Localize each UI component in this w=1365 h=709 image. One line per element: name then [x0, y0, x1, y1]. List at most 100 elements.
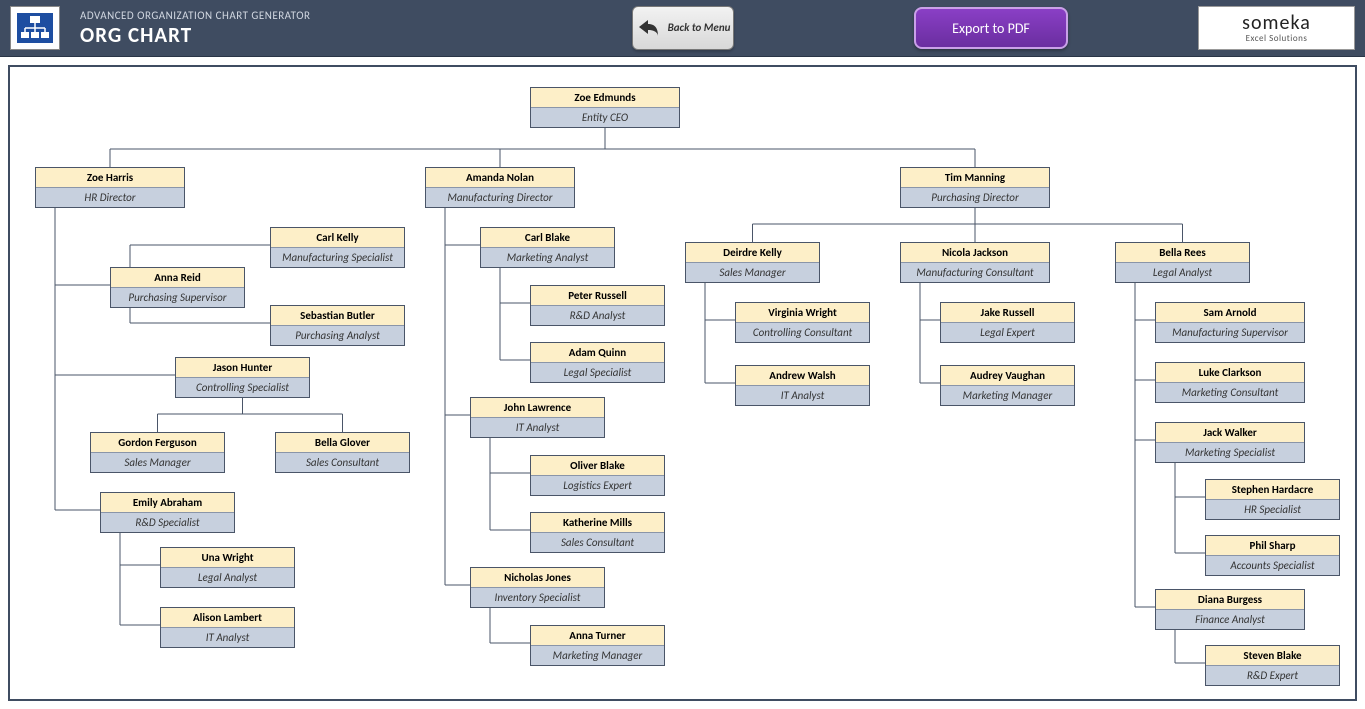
org-node-title: IT Analyst [161, 628, 294, 647]
header-title: ORG CHART [80, 22, 632, 48]
org-node-title: Logistics Expert [531, 476, 664, 495]
org-node-title: Legal Analyst [161, 568, 294, 587]
org-node-name: Stephen Hardacre [1206, 480, 1339, 500]
org-node[interactable]: Sebastian ButlerPurchasing Analyst [270, 305, 405, 346]
org-chart-icon [10, 6, 60, 50]
org-node-title: Inventory Specialist [471, 588, 604, 607]
org-node-title: Sales Manager [91, 453, 224, 472]
org-node[interactable]: Anna TurnerMarketing Manager [530, 625, 665, 666]
org-node-name: Nicholas Jones [471, 568, 604, 588]
org-node-title: Marketing Manager [941, 386, 1074, 405]
org-node[interactable]: Amanda NolanManufacturing Director [425, 167, 575, 208]
org-node[interactable]: Gordon FergusonSales Manager [90, 432, 225, 473]
org-node[interactable]: Luke ClarksonMarketing Consultant [1155, 362, 1305, 403]
org-node-title: Manufacturing Consultant [901, 263, 1049, 282]
export-pdf-button[interactable]: Export to PDF [914, 7, 1068, 49]
org-node[interactable]: Jake RussellLegal Expert [940, 302, 1075, 343]
org-node[interactable]: Sam ArnoldManufacturing Supervisor [1155, 302, 1305, 343]
org-node-title: Manufacturing Director [426, 188, 574, 207]
org-node[interactable]: Bella ReesLegal Analyst [1115, 242, 1250, 283]
org-node-name: Carl Kelly [271, 228, 404, 248]
org-node[interactable]: Jack WalkerMarketing Specialist [1155, 422, 1305, 463]
org-node-name: Katherine Mills [531, 513, 664, 533]
org-node-name: Sam Arnold [1156, 303, 1304, 323]
org-node-title: Controlling Consultant [736, 323, 869, 342]
org-node[interactable]: Phil SharpAccounts Specialist [1205, 535, 1340, 576]
org-node[interactable]: Diana BurgessFinance Analyst [1155, 589, 1305, 630]
org-node-title: Manufacturing Supervisor [1156, 323, 1304, 342]
org-node-name: Deirdre Kelly [686, 243, 819, 263]
org-node-title: Purchasing Supervisor [111, 288, 244, 307]
org-node[interactable]: Nicholas JonesInventory Specialist [470, 567, 605, 608]
org-node-name: Andrew Walsh [736, 366, 869, 386]
org-chart-canvas: Zoe EdmundsEntity CEO Zoe HarrisHR Direct… [8, 65, 1357, 701]
back-to-menu-button[interactable]: Back to Menu [632, 6, 734, 50]
org-node[interactable]: Steven BlakeR&D Expert [1205, 645, 1340, 686]
org-node-name: Alison Lambert [161, 608, 294, 628]
org-node[interactable]: Deirdre KellySales Manager [685, 242, 820, 283]
org-node[interactable]: Andrew WalshIT Analyst [735, 365, 870, 406]
org-node-title: R&D Expert [1206, 666, 1339, 685]
org-node[interactable]: Audrey VaughanMarketing Manager [940, 365, 1075, 406]
export-button-label: Export to PDF [952, 20, 1030, 37]
org-node[interactable]: Nicola JacksonManufacturing Consultant [900, 242, 1050, 283]
org-node-name: Tim Manning [901, 168, 1049, 188]
org-node-name: Nicola Jackson [901, 243, 1049, 263]
org-node[interactable]: Zoe HarrisHR Director [35, 167, 185, 208]
org-node-name: Sebastian Butler [271, 306, 404, 326]
org-node-title: Marketing Consultant [1156, 383, 1304, 402]
org-node-name: Oliver Blake [531, 456, 664, 476]
org-node-name: Jason Hunter [176, 358, 309, 378]
org-node-title: Controlling Specialist [176, 378, 309, 397]
org-node-title: R&D Specialist [101, 513, 234, 532]
back-button-label: Back to Menu [668, 22, 731, 34]
org-node-name: John Lawrence [471, 398, 604, 418]
org-node-name: Peter Russell [531, 286, 664, 306]
org-node[interactable]: Stephen HardacreHR Specialist [1205, 479, 1340, 520]
org-node-name: Emily Abraham [101, 493, 234, 513]
org-node-title: HR Specialist [1206, 500, 1339, 519]
org-node[interactable]: Tim ManningPurchasing Director [900, 167, 1050, 208]
back-arrow-icon [636, 17, 662, 39]
org-node-title: Purchasing Director [901, 188, 1049, 207]
org-node-name: Bella Glover [276, 433, 409, 453]
org-node-title: Marketing Specialist [1156, 443, 1304, 462]
org-node[interactable]: Jason HunterControlling Specialist [175, 357, 310, 398]
someka-logo: someka Excel Solutions [1198, 6, 1355, 50]
logo-text: someka [1242, 13, 1311, 33]
org-node-name: Anna Turner [531, 626, 664, 646]
org-node[interactable]: Carl KellyManufacturing Specialist [270, 227, 405, 268]
org-node-title: Marketing Analyst [481, 248, 614, 267]
org-node[interactable]: John LawrenceIT Analyst [470, 397, 605, 438]
org-node-title: Sales Manager [686, 263, 819, 282]
org-node-title: Legal Analyst [1116, 263, 1249, 282]
org-node-title: Finance Analyst [1156, 610, 1304, 629]
org-node[interactable]: Virginia WrightControlling Consultant [735, 302, 870, 343]
org-node-title: IT Analyst [471, 418, 604, 437]
org-node[interactable]: Bella GloverSales Consultant [275, 432, 410, 473]
org-node-name: Luke Clarkson [1156, 363, 1304, 383]
org-node[interactable]: Katherine MillsSales Consultant [530, 512, 665, 553]
org-node-title: IT Analyst [736, 386, 869, 405]
org-node[interactable]: Carl BlakeMarketing Analyst [480, 227, 615, 268]
header-subtitle: ADVANCED ORGANIZATION CHART GENERATOR [80, 9, 632, 22]
org-node-name: Gordon Ferguson [91, 433, 224, 453]
org-node-name: Steven Blake [1206, 646, 1339, 666]
org-node-name: Anna Reid [111, 268, 244, 288]
org-node[interactable]: Emily AbrahamR&D Specialist [100, 492, 235, 533]
org-node-title: Manufacturing Specialist [271, 248, 404, 267]
org-node[interactable]: Anna ReidPurchasing Supervisor [110, 267, 245, 308]
org-node[interactable]: Oliver BlakeLogistics Expert [530, 455, 665, 496]
org-node-name: Carl Blake [481, 228, 614, 248]
org-node-name: Zoe Edmunds [531, 88, 679, 108]
org-node-title: Marketing Manager [531, 646, 664, 665]
org-node[interactable]: Zoe EdmundsEntity CEO [530, 87, 680, 128]
org-node[interactable]: Alison LambertIT Analyst [160, 607, 295, 648]
org-node-title: Sales Consultant [276, 453, 409, 472]
org-node-title: Legal Expert [941, 323, 1074, 342]
org-node[interactable]: Una WrightLegal Analyst [160, 547, 295, 588]
org-node[interactable]: Adam QuinnLegal Specialist [530, 342, 665, 383]
org-node-title: Accounts Specialist [1206, 556, 1339, 575]
org-node-title: HR Director [36, 188, 184, 207]
org-node[interactable]: Peter RussellR&D Analyst [530, 285, 665, 326]
